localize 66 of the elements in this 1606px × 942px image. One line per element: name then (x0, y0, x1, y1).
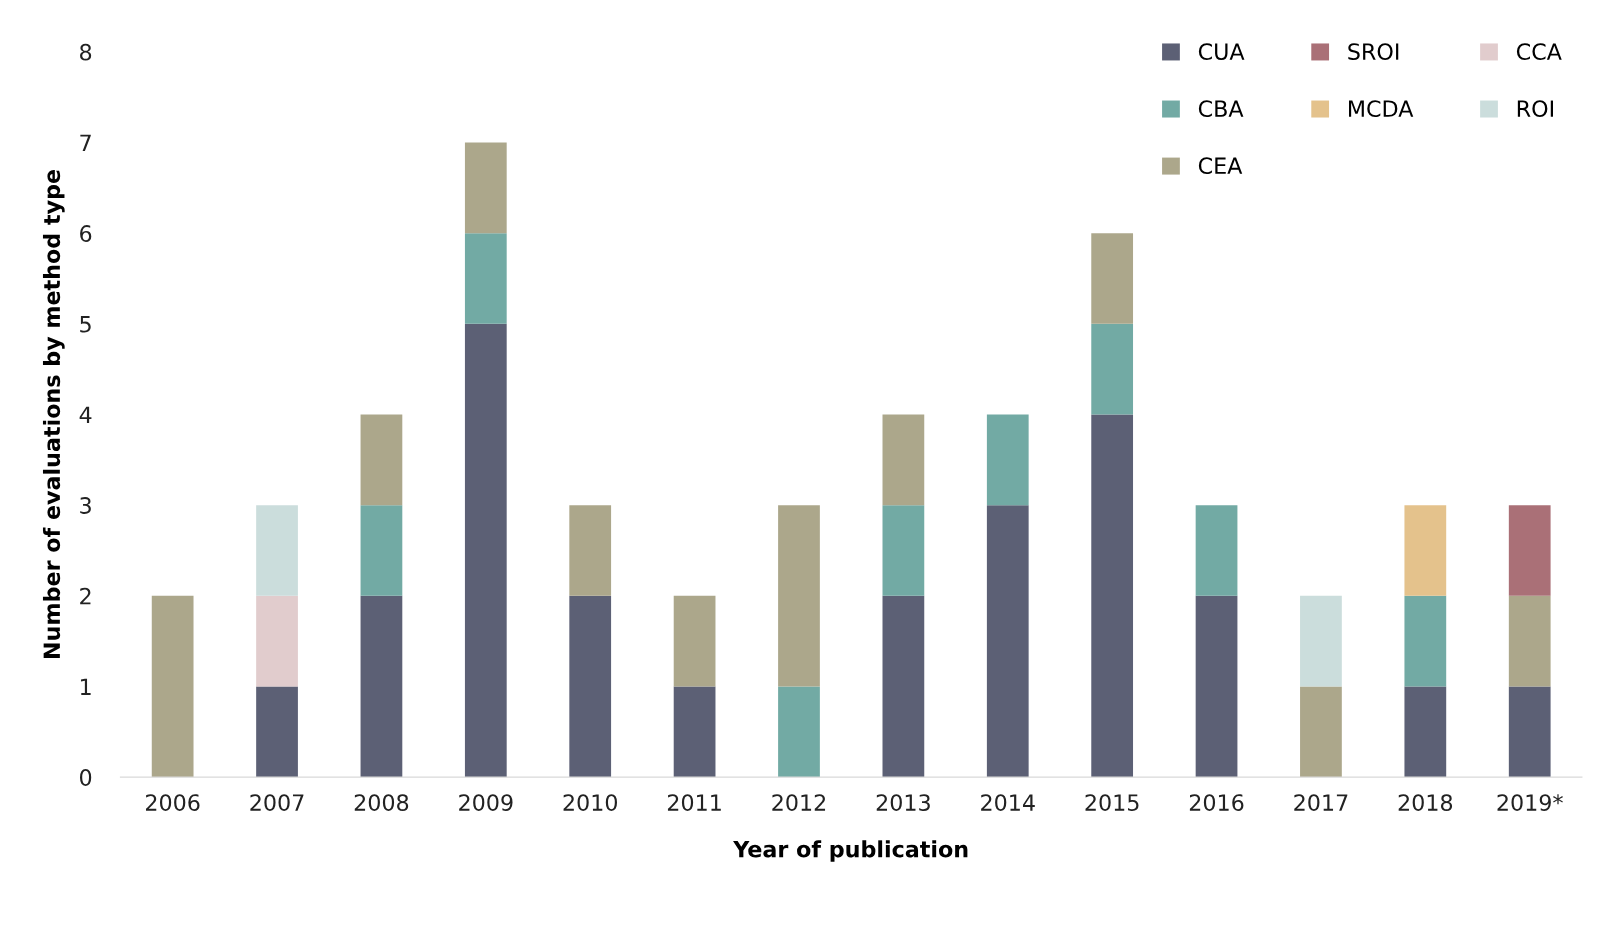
bar (882, 414, 925, 506)
bar (151, 595, 194, 778)
bar (360, 505, 403, 596)
legend-label: MCDA (1349, 100, 1414, 118)
bar (464, 142, 507, 234)
bar (882, 505, 925, 596)
bar (1091, 233, 1134, 324)
x-tick-label: 2019* (1497, 794, 1563, 812)
bar (1508, 595, 1551, 687)
bar (1091, 414, 1134, 778)
y-axis-title: Number of evaluations by method type (42, 170, 65, 658)
y-tick-label: 5 (80, 316, 91, 333)
bar (569, 505, 612, 596)
x-tick-label: 2010 (563, 794, 618, 812)
x-tick-label: 2009 (459, 794, 513, 812)
x-tick-label: 2017 (1294, 794, 1348, 812)
y-tick-label: 4 (79, 406, 92, 423)
bar (1091, 323, 1134, 415)
bar (1300, 686, 1342, 778)
y-tick-label: 7 (80, 134, 91, 151)
x-axis-title: Year of publication (733, 840, 968, 862)
bar (256, 505, 298, 596)
y-tick-label: 6 (80, 225, 92, 242)
bar (1404, 505, 1447, 596)
legend-label: ROI (1517, 100, 1553, 118)
bar (882, 595, 925, 778)
legend-label: SROI (1348, 43, 1399, 60)
legend-label: CEA (1198, 157, 1243, 175)
bar (464, 233, 507, 324)
x-tick-label: 2006 (146, 794, 200, 812)
bar (1300, 595, 1342, 687)
bar (986, 505, 1029, 778)
x-tick-label: 2014 (981, 794, 1035, 812)
y-tick-label: 3 (80, 497, 91, 514)
bar (1195, 505, 1238, 596)
x-tick-label: 2012 (772, 794, 826, 812)
bar (360, 595, 403, 778)
bar (256, 595, 298, 687)
bar (1508, 686, 1551, 778)
y-tick-label: 8 (80, 43, 92, 61)
bar (986, 414, 1029, 506)
bar (464, 323, 507, 778)
bar (673, 686, 716, 778)
bar (778, 686, 820, 778)
legend-label: CBA (1198, 100, 1244, 118)
bar (1508, 505, 1551, 596)
bar (569, 595, 612, 778)
x-tick-label: 2011 (667, 794, 721, 812)
x-tick-label: 2013 (876, 794, 930, 812)
legend-label: CCA (1516, 43, 1562, 60)
y-tick-label: 2 (80, 587, 91, 605)
bar (778, 505, 820, 687)
bar (256, 686, 298, 778)
bar (1404, 686, 1447, 778)
x-tick-label: 2007 (250, 794, 304, 812)
x-tick-label: 2015 (1085, 794, 1139, 812)
bar (1195, 595, 1238, 778)
x-tick-label: 2016 (1189, 794, 1244, 812)
bar (1404, 595, 1447, 687)
y-tick-label: 0 (80, 769, 92, 786)
bar (673, 595, 716, 687)
x-tick-label: 2018 (1398, 794, 1453, 812)
x-tick-label: 2008 (354, 794, 409, 812)
legend-label: CUA (1198, 43, 1245, 60)
bar (360, 414, 403, 506)
y-tick-label: 1 (80, 678, 91, 695)
